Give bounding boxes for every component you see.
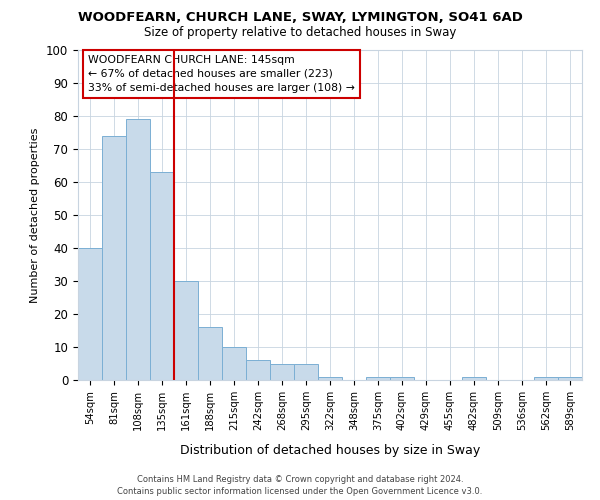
Bar	[198, 327, 222, 380]
Bar	[462, 376, 486, 380]
Bar	[366, 376, 390, 380]
Bar	[558, 376, 582, 380]
Text: WOODFEARN CHURCH LANE: 145sqm
← 67% of detached houses are smaller (223)
33% of : WOODFEARN CHURCH LANE: 145sqm ← 67% of d…	[88, 55, 355, 93]
Bar	[150, 172, 174, 380]
Bar	[318, 376, 342, 380]
Y-axis label: Number of detached properties: Number of detached properties	[31, 128, 40, 302]
X-axis label: Distribution of detached houses by size in Sway: Distribution of detached houses by size …	[180, 444, 480, 457]
Bar	[222, 347, 246, 380]
Text: Size of property relative to detached houses in Sway: Size of property relative to detached ho…	[144, 26, 456, 39]
Bar	[102, 136, 126, 380]
Bar	[78, 248, 102, 380]
Bar	[174, 281, 198, 380]
Bar	[294, 364, 318, 380]
Bar	[390, 376, 414, 380]
Bar	[126, 120, 150, 380]
Bar	[246, 360, 270, 380]
Text: Contains HM Land Registry data © Crown copyright and database right 2024.
Contai: Contains HM Land Registry data © Crown c…	[118, 474, 482, 496]
Bar	[270, 364, 294, 380]
Text: WOODFEARN, CHURCH LANE, SWAY, LYMINGTON, SO41 6AD: WOODFEARN, CHURCH LANE, SWAY, LYMINGTON,…	[77, 11, 523, 24]
Bar	[534, 376, 558, 380]
